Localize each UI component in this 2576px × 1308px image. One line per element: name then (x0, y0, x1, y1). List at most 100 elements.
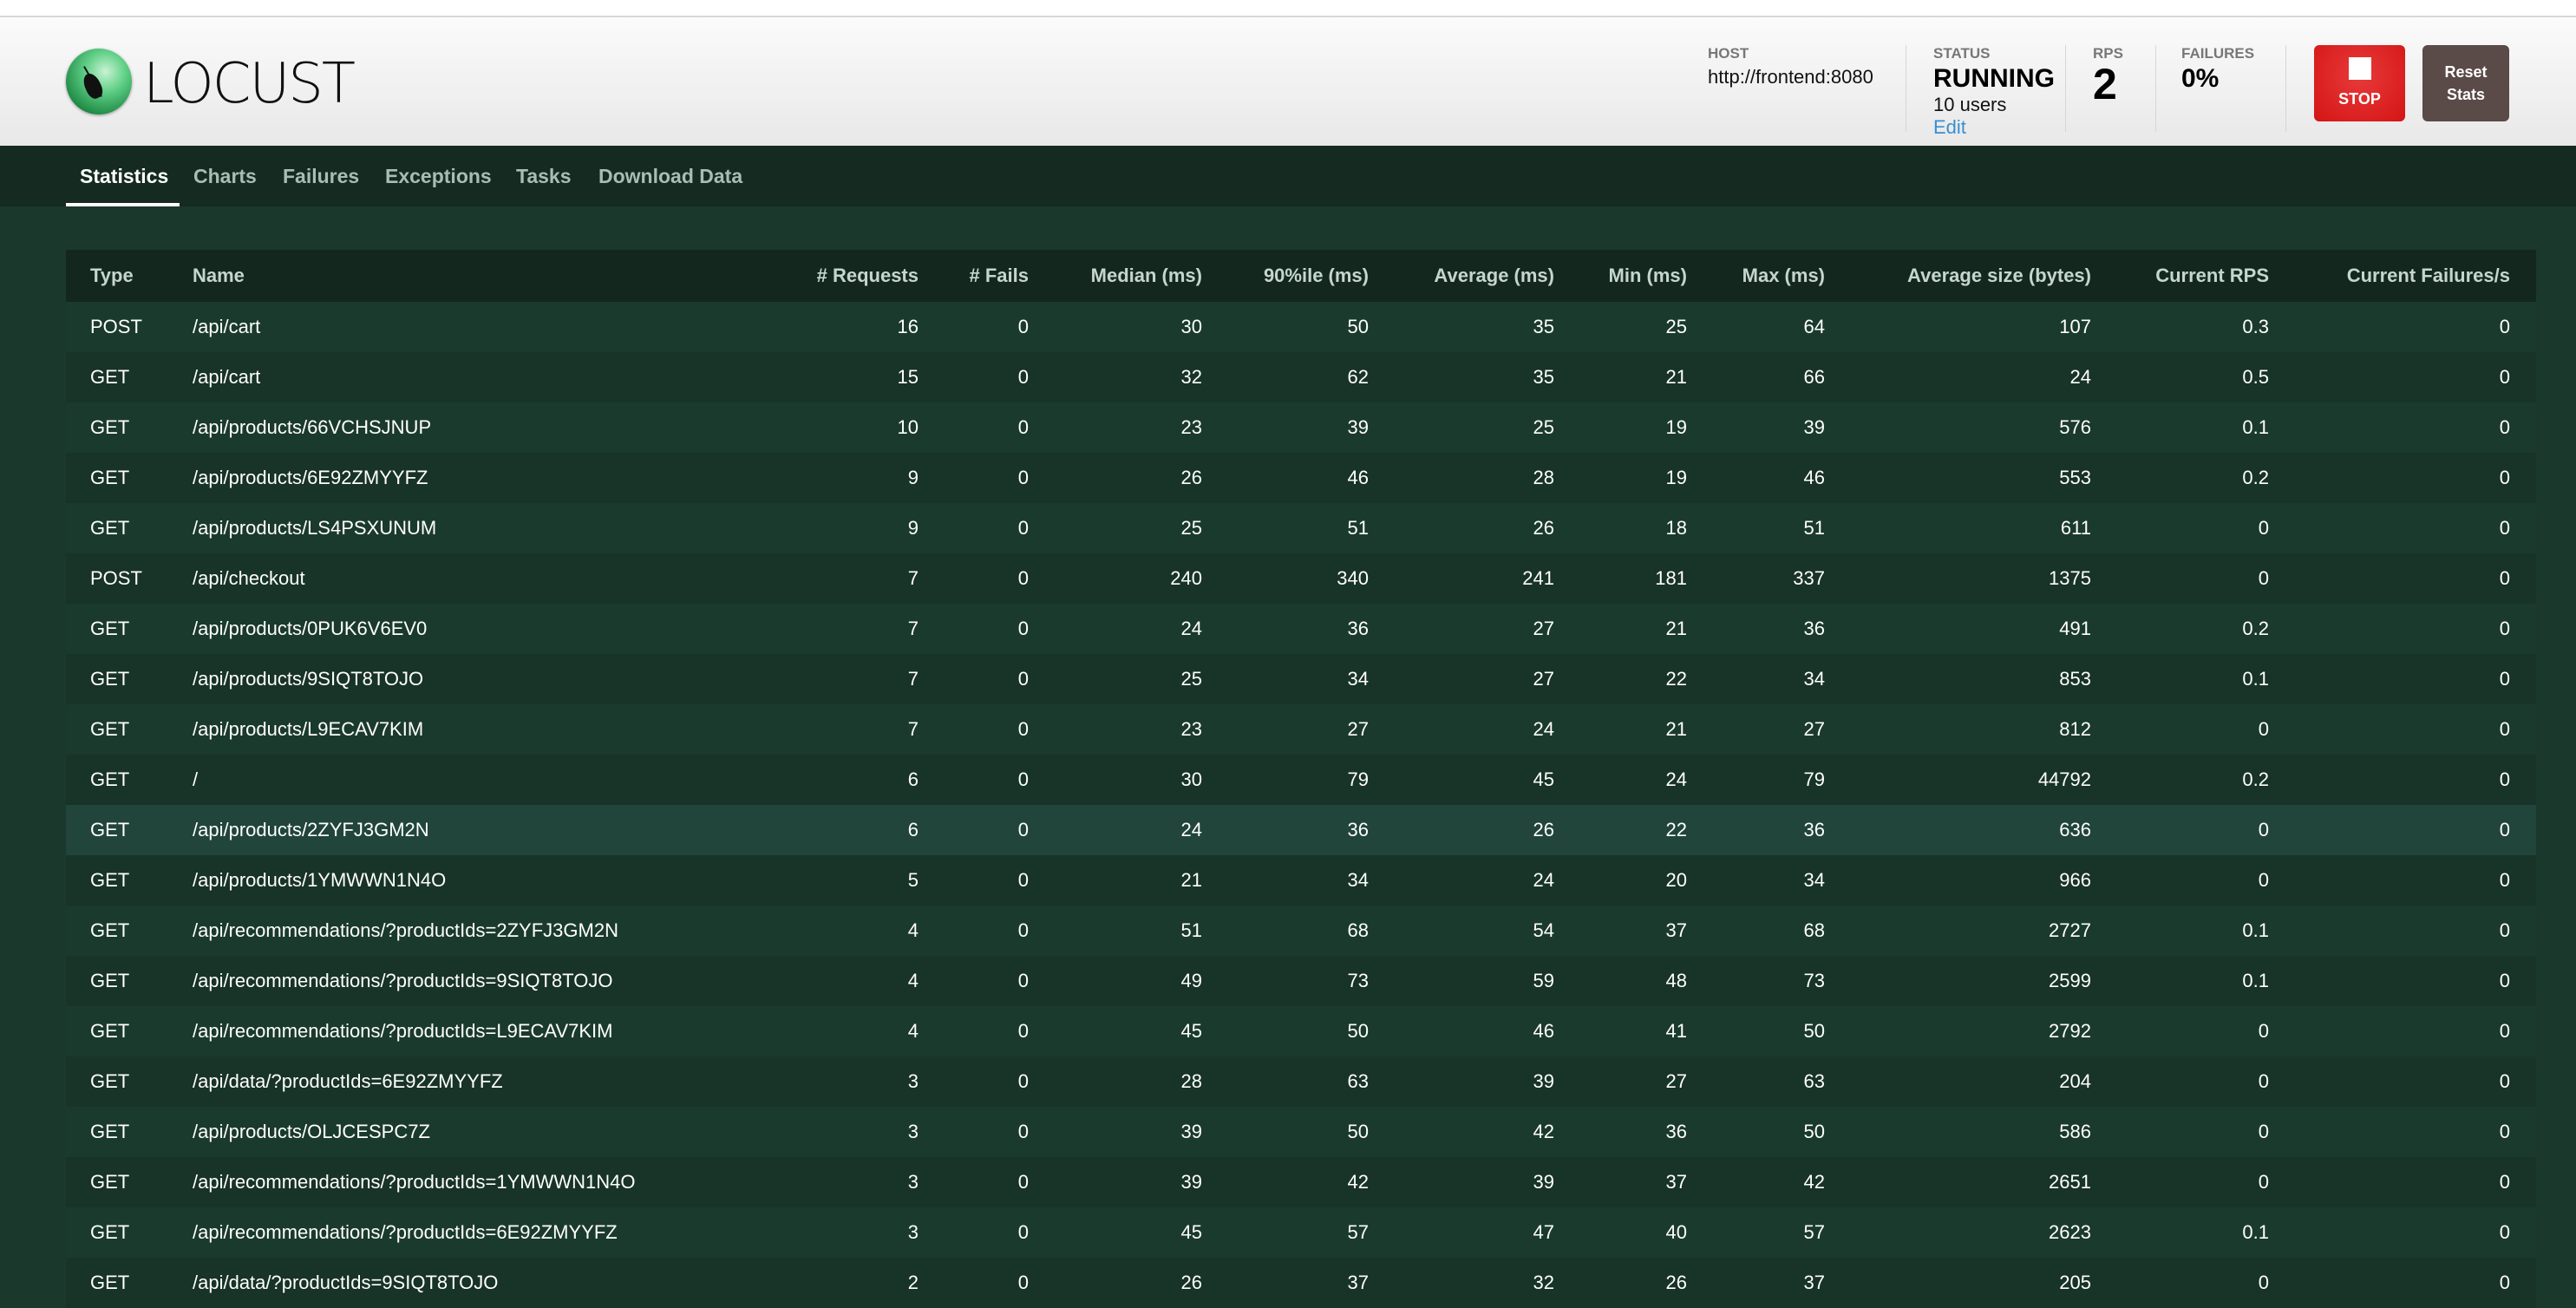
cell-name: /api/products/9SIQT8TOJO (193, 654, 781, 704)
cell-max-ms: 36 (1687, 805, 1825, 855)
cell-average-ms: 26 (1369, 805, 1554, 855)
cell-median-ms: 24 (1029, 805, 1202, 855)
cell-min-ms: 18 (1554, 503, 1687, 553)
cell-requests: 4 (781, 1006, 919, 1056)
column-header[interactable]: Type (66, 250, 193, 302)
host-stat: HOST http://frontend:8080 (1708, 45, 1873, 88)
cell-name: /api/products/LS4PSXUNUM (193, 503, 781, 553)
tab-download-data[interactable]: Download Data (598, 165, 743, 187)
cell-current-failures-s: 0 (2269, 654, 2536, 704)
cell-name: / (193, 755, 781, 805)
cell-average-ms: 27 (1369, 604, 1554, 654)
cell-average-size-bytes: 1375 (1825, 553, 2091, 604)
column-header[interactable]: Current RPS (2091, 250, 2269, 302)
cell-median-ms: 26 (1029, 1258, 1202, 1308)
tab-charts[interactable]: Charts (193, 165, 257, 187)
cell-average-size-bytes: 107 (1825, 302, 2091, 352)
cell-requests: 5 (781, 855, 919, 906)
cell-median-ms: 39 (1029, 1157, 1202, 1207)
column-header[interactable]: # Requests (781, 250, 919, 302)
cell-current-failures-s: 0 (2269, 503, 2536, 553)
column-header[interactable]: Median (ms) (1029, 250, 1202, 302)
cell-90-ile-ms: 37 (1202, 1258, 1369, 1308)
cell-current-rps: 0 (2091, 805, 2269, 855)
cell-requests: 6 (781, 755, 919, 805)
cell-name: /api/products/6E92ZMYYFZ (193, 453, 781, 503)
table-row: GET/api/products/2ZYFJ3GM2N 6 0 24 36 26 22 36 6… (66, 805, 2536, 855)
cell-90-ile-ms: 62 (1202, 352, 1369, 402)
cell-fails: 0 (919, 1006, 1029, 1056)
cell-90-ile-ms: 50 (1202, 1107, 1369, 1157)
tab-statistics[interactable]: Statistics (80, 165, 169, 187)
cell-fails: 0 (919, 805, 1029, 855)
column-header[interactable]: Current Failures/s (2269, 250, 2536, 302)
cell-min-ms: 24 (1554, 755, 1687, 805)
cell-fails: 0 (919, 755, 1029, 805)
cell-average-ms: 27 (1369, 654, 1554, 704)
reset-stats-button[interactable]: Reset Stats (2422, 45, 2509, 121)
cell-requests: 6 (781, 805, 919, 855)
column-header[interactable]: Average (ms) (1369, 250, 1554, 302)
tab-failures[interactable]: Failures (283, 165, 360, 187)
cell-type: GET (66, 855, 193, 906)
cell-90-ile-ms: 79 (1202, 755, 1369, 805)
tab-tasks[interactable]: Tasks (516, 165, 572, 187)
cell-average-ms: 42 (1369, 1107, 1554, 1157)
cell-requests: 7 (781, 654, 919, 704)
table-row: GET/api/products/0PUK6V6EV0 7 0 24 36 27 21 36 4… (66, 604, 2536, 654)
cell-type: GET (66, 503, 193, 553)
edit-link[interactable]: Edit (1933, 116, 1966, 138)
cell-max-ms: 50 (1687, 1107, 1825, 1157)
column-header[interactable]: Min (ms) (1554, 250, 1687, 302)
cell-name: /api/products/L9ECAV7KIM (193, 704, 781, 755)
cell-type: GET (66, 704, 193, 755)
divider (2155, 45, 2156, 132)
cell-name: /api/recommendations/?productIds=9SIQT8T… (193, 956, 781, 1006)
cell-90-ile-ms: 340 (1202, 553, 1369, 604)
cell-fails: 0 (919, 1157, 1029, 1207)
cell-requests: 9 (781, 503, 919, 553)
column-header[interactable]: Max (ms) (1687, 250, 1825, 302)
cell-average-ms: 47 (1369, 1207, 1554, 1258)
cell-current-failures-s: 0 (2269, 604, 2536, 654)
cell-current-rps: 0 (2091, 1056, 2269, 1107)
statistics-table: Type Name # Requests # Fails Median (ms) 90%i… (66, 250, 2536, 1308)
cell-fails: 0 (919, 1258, 1029, 1308)
cell-fails: 0 (919, 453, 1029, 503)
locust-logo-icon (66, 49, 132, 114)
cell-requests: 15 (781, 352, 919, 402)
host-value: http://frontend:8080 (1708, 66, 1873, 88)
cell-current-rps: 0 (2091, 503, 2269, 553)
stop-button[interactable]: STOP (2314, 45, 2405, 121)
cell-name: /api/cart (193, 302, 781, 352)
cell-name: /api/products/1YMWWN1N4O (193, 855, 781, 906)
cell-average-size-bytes: 2623 (1825, 1207, 2091, 1258)
cell-current-failures-s: 0 (2269, 453, 2536, 503)
cell-current-failures-s: 0 (2269, 755, 2536, 805)
cell-min-ms: 26 (1554, 1258, 1687, 1308)
column-header[interactable]: Average size (bytes) (1825, 250, 2091, 302)
cell-current-failures-s: 0 (2269, 704, 2536, 755)
cell-requests: 7 (781, 604, 919, 654)
cell-median-ms: 24 (1029, 604, 1202, 654)
cell-current-failures-s: 0 (2269, 1207, 2536, 1258)
table-row: GET/api/data/?productIds=6E92ZMYYFZ 3 0 28 6… (66, 1056, 2536, 1107)
browser-top-edge (0, 0, 2576, 17)
cell-min-ms: 21 (1554, 604, 1687, 654)
cell-fails: 0 (919, 1056, 1029, 1107)
cell-fails: 0 (919, 302, 1029, 352)
tab-exceptions[interactable]: Exceptions (385, 165, 492, 187)
cell-median-ms: 23 (1029, 704, 1202, 755)
cell-median-ms: 51 (1029, 906, 1202, 956)
cell-median-ms: 23 (1029, 402, 1202, 453)
column-header[interactable]: Name (193, 250, 781, 302)
cell-min-ms: 19 (1554, 453, 1687, 503)
cell-name: /api/data/?productIds=9SIQT8TOJO (193, 1258, 781, 1308)
table-row: GET/api/products/1YMWWN1N4O 5 0 21 34 24 20 34 9… (66, 855, 2536, 906)
cell-fails: 0 (919, 855, 1029, 906)
column-header[interactable]: 90%ile (ms) (1202, 250, 1369, 302)
cell-current-rps: 0.2 (2091, 453, 2269, 503)
column-header[interactable]: # Fails (919, 250, 1029, 302)
table-row: GET/api/recommendations/?productIds=6E92… (66, 1207, 2536, 1258)
cell-max-ms: 39 (1687, 402, 1825, 453)
